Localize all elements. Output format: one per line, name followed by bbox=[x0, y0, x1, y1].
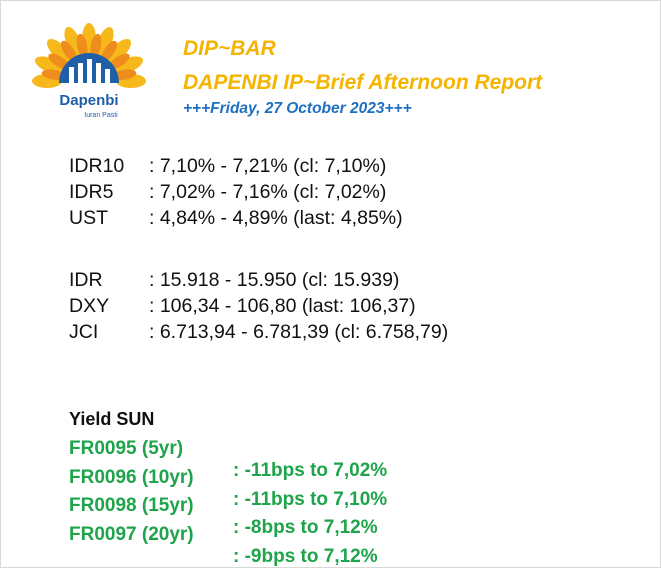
yield-value: : -11bps to 7,02% bbox=[233, 460, 388, 481]
yield-label: FR0096 (10yr) bbox=[69, 466, 194, 488]
logo-name: Dapenbi bbox=[59, 92, 118, 109]
market-label: IDR5 bbox=[69, 181, 114, 203]
market-label: IDR bbox=[69, 269, 103, 291]
yield-value: : -9bps to 7,12% bbox=[233, 545, 378, 567]
yield-row: FR0096 (10yr) : -11bps to 7,10% bbox=[69, 466, 387, 510]
market-value: : 106,34 - 106,80 (last: 106,37) bbox=[149, 295, 416, 317]
market-value: : 7,10% - 7,21% (cl: 7,10%) bbox=[149, 155, 387, 177]
logo-tagline: Iuran Pasti bbox=[84, 112, 118, 119]
yield-row: FR0095 (5yr) : -11bps to 7,02% bbox=[69, 438, 387, 481]
market-value: : 15.918 - 15.950 (cl: 15.939) bbox=[149, 269, 400, 291]
title: DIP~BAR bbox=[183, 37, 276, 60]
yield-value: : -11bps to 7,10% bbox=[233, 488, 388, 510]
yield-label: FR0097 (20yr) bbox=[69, 523, 194, 545]
market-value: : 4,84% - 4,89% (last: 4,85%) bbox=[149, 207, 403, 229]
market-value: : 6.713,94 - 6.781,39 (cl: 6.758,79) bbox=[149, 321, 449, 343]
yield-title: Yield SUN bbox=[69, 409, 155, 429]
market-label: UST bbox=[69, 207, 108, 229]
market-value: : 7,02% - 7,16% (cl: 7,02%) bbox=[149, 181, 387, 203]
report-date: +++Friday, 27 October 2023+++ bbox=[183, 100, 412, 117]
subtitle: DAPENBI IP~Brief Afternoon Report bbox=[183, 71, 543, 94]
yield-row: FR0098 (15yr) : -8bps to 7,12% bbox=[69, 495, 378, 538]
yield-label: FR0098 (15yr) bbox=[69, 495, 194, 516]
market-label: DXY bbox=[69, 295, 110, 317]
market-label: IDR10 bbox=[69, 155, 125, 177]
market-label: JCI bbox=[69, 321, 99, 343]
logo: Dapenbi Iuran Pasti bbox=[32, 23, 146, 119]
yield-label: FR0095 (5yr) bbox=[69, 438, 184, 459]
yield-row: FR0097 (20yr) : -9bps to 7,12% bbox=[69, 523, 378, 567]
yield-value: : -8bps to 7,12% bbox=[233, 517, 378, 538]
